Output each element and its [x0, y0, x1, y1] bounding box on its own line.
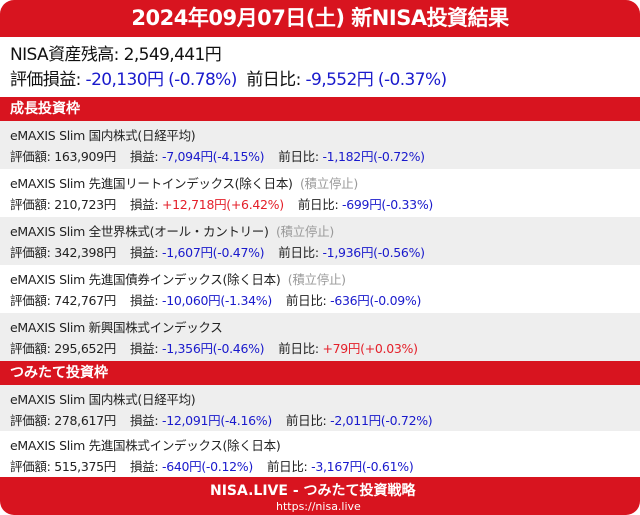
footer-brand: NISA.LIVE - つみたて投資戦略: [210, 483, 416, 499]
fund-name-line: eMAXIS Slim 国内株式(日経平均): [10, 125, 630, 146]
fund-value: 742,767円: [54, 293, 116, 308]
fund-day: -2,011円(-0.72%): [330, 413, 433, 428]
day-label: 前日比:: [278, 149, 323, 164]
fund-row: eMAXIS Slim 先進国債券インデックス(除く日本) (積立停止) 評価額…: [0, 265, 640, 313]
fund-row: eMAXIS Slim 国内株式(日経平均) 評価額: 163,909円 損益: …: [0, 121, 640, 169]
fund-name: eMAXIS Slim 新興国株式インデックス: [10, 320, 223, 335]
fund-day: +79円(+0.03%): [322, 341, 418, 356]
fund-pl: -1,607円(-0.47%): [161, 245, 265, 260]
fund-value: 342,398円: [54, 245, 116, 260]
fund-day: -1,936円(-0.56%): [322, 245, 425, 260]
fund-row: eMAXIS Slim 国内株式(日経平均) 評価額: 278,617円 損益: …: [0, 385, 640, 431]
page-title: 2024年09月07日(土) 新NISA投資結果: [0, 0, 640, 37]
fund-values-line: 評価額: 210,723円 損益: +12,718円(+6.42%) 前日比: -6…: [10, 194, 630, 215]
value-label: 評価額:: [10, 149, 55, 164]
fund-name: eMAXIS Slim 国内株式(日経平均): [10, 128, 196, 143]
fund-name: eMAXIS Slim 全世界株式(オール・カントリー): [10, 224, 269, 239]
fund-note: (積立停止): [287, 272, 346, 287]
pl-label: 損益:: [129, 341, 162, 356]
footer-url[interactable]: https://nisa.live: [276, 500, 361, 513]
fund-day: -636円(-0.09%): [330, 293, 422, 308]
pl-label: 損益:: [129, 293, 162, 308]
fund-day: -1,182円(-0.72%): [322, 149, 425, 164]
fund-note: (積立停止): [275, 224, 334, 239]
fund-value: 515,375円: [54, 458, 116, 474]
pl-line: 評価損益: -20,130円 (-0.78%) 前日比: -9,552円 (-0…: [10, 68, 630, 93]
fund-pl: -1,356円(-0.46%): [161, 341, 265, 356]
pl-label: 損益:: [129, 413, 162, 428]
section-header: つみたて投資枠: [0, 361, 640, 385]
day-label: 前日比:: [266, 458, 312, 474]
day-label: 前日比:: [285, 293, 331, 308]
day-label: 前日比:: [246, 70, 306, 90]
fund-values-line: 評価額: 515,375円 損益: -640円(-0.12%) 前日比: -3,16…: [10, 456, 630, 477]
section-header: 成長投資枠: [0, 97, 640, 121]
pl-label: 損益:: [129, 245, 162, 260]
fund-name-line: eMAXIS Slim 全世界株式(オール・カントリー) (積立停止): [10, 221, 630, 242]
value-label: 評価額:: [10, 413, 55, 428]
pl-label: 評価損益:: [10, 70, 86, 90]
summary: NISA資産残高: 2,549,441円 評価損益: -20,130円 (-0.…: [0, 37, 640, 97]
fund-value: 295,652円: [54, 341, 116, 356]
balance-line: NISA資産残高: 2,549,441円: [10, 43, 630, 68]
pl-value: -20,130円 (-0.78%): [85, 70, 238, 90]
day-value: -9,552円 (-0.37%): [305, 70, 448, 90]
value-label: 評価額:: [10, 458, 55, 474]
fund-day: -3,167円(-0.61%): [311, 458, 414, 474]
fund-values-line: 評価額: 342,398円 損益: -1,607円(-0.47%) 前日比: -1,…: [10, 242, 630, 263]
fund-row: eMAXIS Slim 新興国株式インデックス 評価額: 295,652円 損益:…: [0, 313, 640, 361]
day-label: 前日比:: [297, 197, 343, 212]
fund-name-line: eMAXIS Slim 国内株式(日経平均): [10, 389, 630, 410]
fund-name-line: eMAXIS Slim 先進国債券インデックス(除く日本) (積立停止): [10, 269, 630, 290]
fund-pl: -7,094円(-4.15%): [161, 149, 265, 164]
fund-values-line: 評価額: 163,909円 損益: -7,094円(-4.15%) 前日比: -1,…: [10, 146, 630, 167]
fund-value: 163,909円: [54, 149, 116, 164]
fund-name-line: eMAXIS Slim 先進国株式インデックス(除く日本): [10, 435, 630, 456]
pl-label: 損益:: [129, 458, 162, 474]
fund-value: 210,723円: [54, 197, 116, 212]
fund-pl: -10,060円(-1.34%): [161, 293, 272, 308]
fund-name: eMAXIS Slim 国内株式(日経平均): [10, 392, 196, 407]
fund-pl: -12,091円(-4.16%): [161, 413, 272, 428]
fund-note: (積立停止): [299, 176, 358, 191]
fund-values-line: 評価額: 742,767円 損益: -10,060円(-1.34%) 前日比: -6…: [10, 290, 630, 311]
footer: NISA.LIVE - つみたて投資戦略 https://nisa.live: [0, 477, 640, 515]
fund-row: eMAXIS Slim 全世界株式(オール・カントリー) (積立停止) 評価額:…: [0, 217, 640, 265]
fund-name-line: eMAXIS Slim 新興国株式インデックス: [10, 317, 630, 338]
value-label: 評価額:: [10, 341, 55, 356]
fund-name: eMAXIS Slim 先進国リートインデックス(除く日本): [10, 176, 293, 191]
fund-pl: +12,718円(+6.42%): [161, 197, 284, 212]
fund-value: 278,617円: [54, 413, 116, 428]
fund-values-line: 評価額: 295,652円 損益: -1,356円(-0.46%) 前日比: +79…: [10, 338, 630, 359]
day-label: 前日比:: [285, 413, 331, 428]
value-label: 評価額:: [10, 293, 55, 308]
balance-value: 2,549,441円: [123, 45, 222, 65]
pl-label: 損益:: [129, 197, 162, 212]
fund-values-line: 評価額: 278,617円 損益: -12,091円(-4.16%) 前日比: -2…: [10, 410, 630, 431]
day-label: 前日比:: [278, 245, 323, 260]
fund-row: eMAXIS Slim 先進国株式インデックス(除く日本) 評価額: 515,3…: [0, 431, 640, 477]
fund-name: eMAXIS Slim 先進国株式インデックス(除く日本): [10, 437, 281, 453]
fund-name-line: eMAXIS Slim 先進国リートインデックス(除く日本) (積立停止): [10, 173, 630, 194]
fund-name: eMAXIS Slim 先進国債券インデックス(除く日本): [10, 272, 281, 287]
balance-label: NISA資産残高:: [10, 45, 124, 65]
fund-pl: -640円(-0.12%): [161, 458, 253, 474]
value-label: 評価額:: [10, 197, 55, 212]
fund-day: -699円(-0.33%): [342, 197, 433, 212]
sections: 成長投資枠 eMAXIS Slim 国内株式(日経平均) 評価額: 163,90…: [0, 97, 640, 476]
fund-row: eMAXIS Slim 先進国リートインデックス(除く日本) (積立停止) 評価…: [0, 169, 640, 217]
day-label: 前日比:: [278, 341, 323, 356]
value-label: 評価額:: [10, 245, 55, 260]
pl-label: 損益:: [129, 149, 162, 164]
